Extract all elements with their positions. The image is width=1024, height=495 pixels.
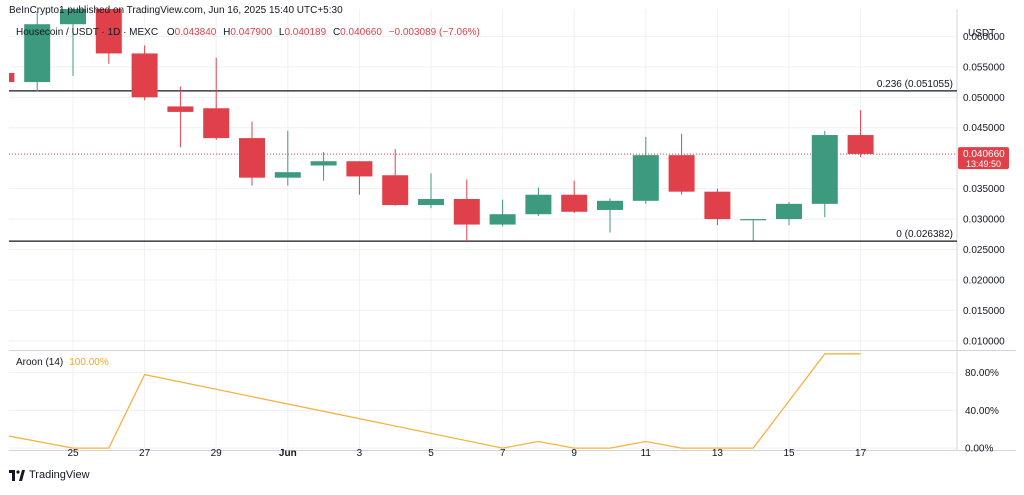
date-tick-label: 11	[641, 448, 652, 459]
price-tick-label: 0.050000	[963, 93, 1005, 104]
aroon-tick-label: 40.00%	[965, 406, 999, 417]
price-tick-label: 0.045000	[963, 123, 1005, 134]
candle-body	[632, 155, 659, 201]
date-tick-label: Jun	[279, 448, 297, 459]
candle-body	[776, 203, 802, 220]
candle-body	[346, 161, 373, 177]
date-tick-label: 25	[67, 448, 79, 459]
candle-body	[740, 219, 767, 221]
date-tick-label: 13	[712, 448, 724, 459]
high-label: H	[223, 27, 231, 38]
candle-body	[274, 172, 301, 178]
aroon-value: 100.00%	[69, 357, 109, 368]
close-label: C	[332, 27, 341, 38]
candle-body	[9, 72, 15, 83]
candle-body	[525, 194, 552, 215]
candle-body	[453, 198, 480, 225]
price-tick-label: 0.025000	[963, 245, 1005, 256]
candle-body	[489, 214, 516, 225]
candle-body	[239, 138, 265, 178]
candle-body	[847, 135, 874, 154]
candle-body	[24, 24, 51, 83]
low-label: L	[278, 27, 285, 38]
last-price-tag-value: 0.040660	[963, 149, 1005, 160]
date-tick-label: 15	[783, 448, 795, 459]
price-tick-label: 0.030000	[963, 215, 1005, 226]
close-value: 0.040660	[340, 27, 382, 38]
candle-body	[418, 198, 444, 206]
date-tick-label: 9	[571, 448, 577, 459]
price-tick-label: 0.055000	[963, 62, 1005, 73]
price-tick-label: 0.010000	[963, 336, 1005, 347]
candles-group	[9, 9, 874, 243]
tradingview-icon	[9, 469, 25, 481]
low-value: 0.040189	[284, 27, 327, 38]
candle-body	[95, 9, 122, 54]
fib-level-label: 0 (0.026382)	[896, 229, 953, 240]
ohlc-legend: Housecoin / USDT · 1D · MEXC O0.043840 H…	[16, 27, 480, 38]
price-tick-label: 0.015000	[963, 306, 1005, 317]
aroon-tick-label: 0.00%	[965, 444, 993, 455]
aroon-legend: Aroon (14) 100.00%	[16, 357, 109, 368]
candle-body	[131, 53, 158, 98]
aroon-name[interactable]: Aroon (14)	[16, 357, 64, 368]
price-tick-label: 0.020000	[963, 275, 1005, 286]
tradingview-brand: TradingView	[29, 469, 90, 481]
date-tick-label: 29	[211, 448, 223, 459]
publisher-header: BeInCrypto1 published on TradingView.com…	[9, 5, 343, 16]
high-value: 0.047900	[230, 27, 273, 38]
open-value: 0.043840	[174, 27, 217, 38]
date-tick-label: 17	[855, 448, 867, 459]
candle-body	[561, 194, 588, 212]
aroon-line	[9, 353, 861, 449]
candle-body	[203, 108, 230, 139]
date-tick-label: 3	[357, 448, 363, 459]
candle-body	[382, 175, 409, 206]
last-price-countdown: 13:49:50	[966, 159, 1001, 169]
price-tick-label: 0.060000	[963, 32, 1005, 43]
candle-body	[167, 106, 194, 112]
currency-label[interactable]: USDT	[968, 28, 996, 39]
candle-body	[811, 135, 838, 204]
candle-body	[310, 161, 337, 166]
open-label: O	[166, 27, 175, 38]
candle-body	[60, 9, 86, 25]
tradingview-logo[interactable]: TradingView	[9, 469, 90, 481]
date-tick-label: 27	[139, 448, 151, 459]
change-value: −0.003089 (−7.06%)	[388, 27, 480, 38]
price-tick-label: 0.035000	[963, 184, 1005, 195]
symbol-pair[interactable]: Housecoin / USDT · 1D · MEXC	[16, 27, 159, 38]
aroon-tick-label: 80.00%	[965, 368, 999, 379]
last-price-tag	[958, 147, 1009, 170]
date-tick-label: 5	[428, 448, 434, 459]
fib-level-label: 0.236 (0.051055)	[877, 79, 953, 90]
candle-body	[668, 155, 695, 192]
candle-body	[704, 191, 731, 220]
date-tick-label: 7	[500, 448, 506, 459]
candle-body	[597, 200, 623, 210]
